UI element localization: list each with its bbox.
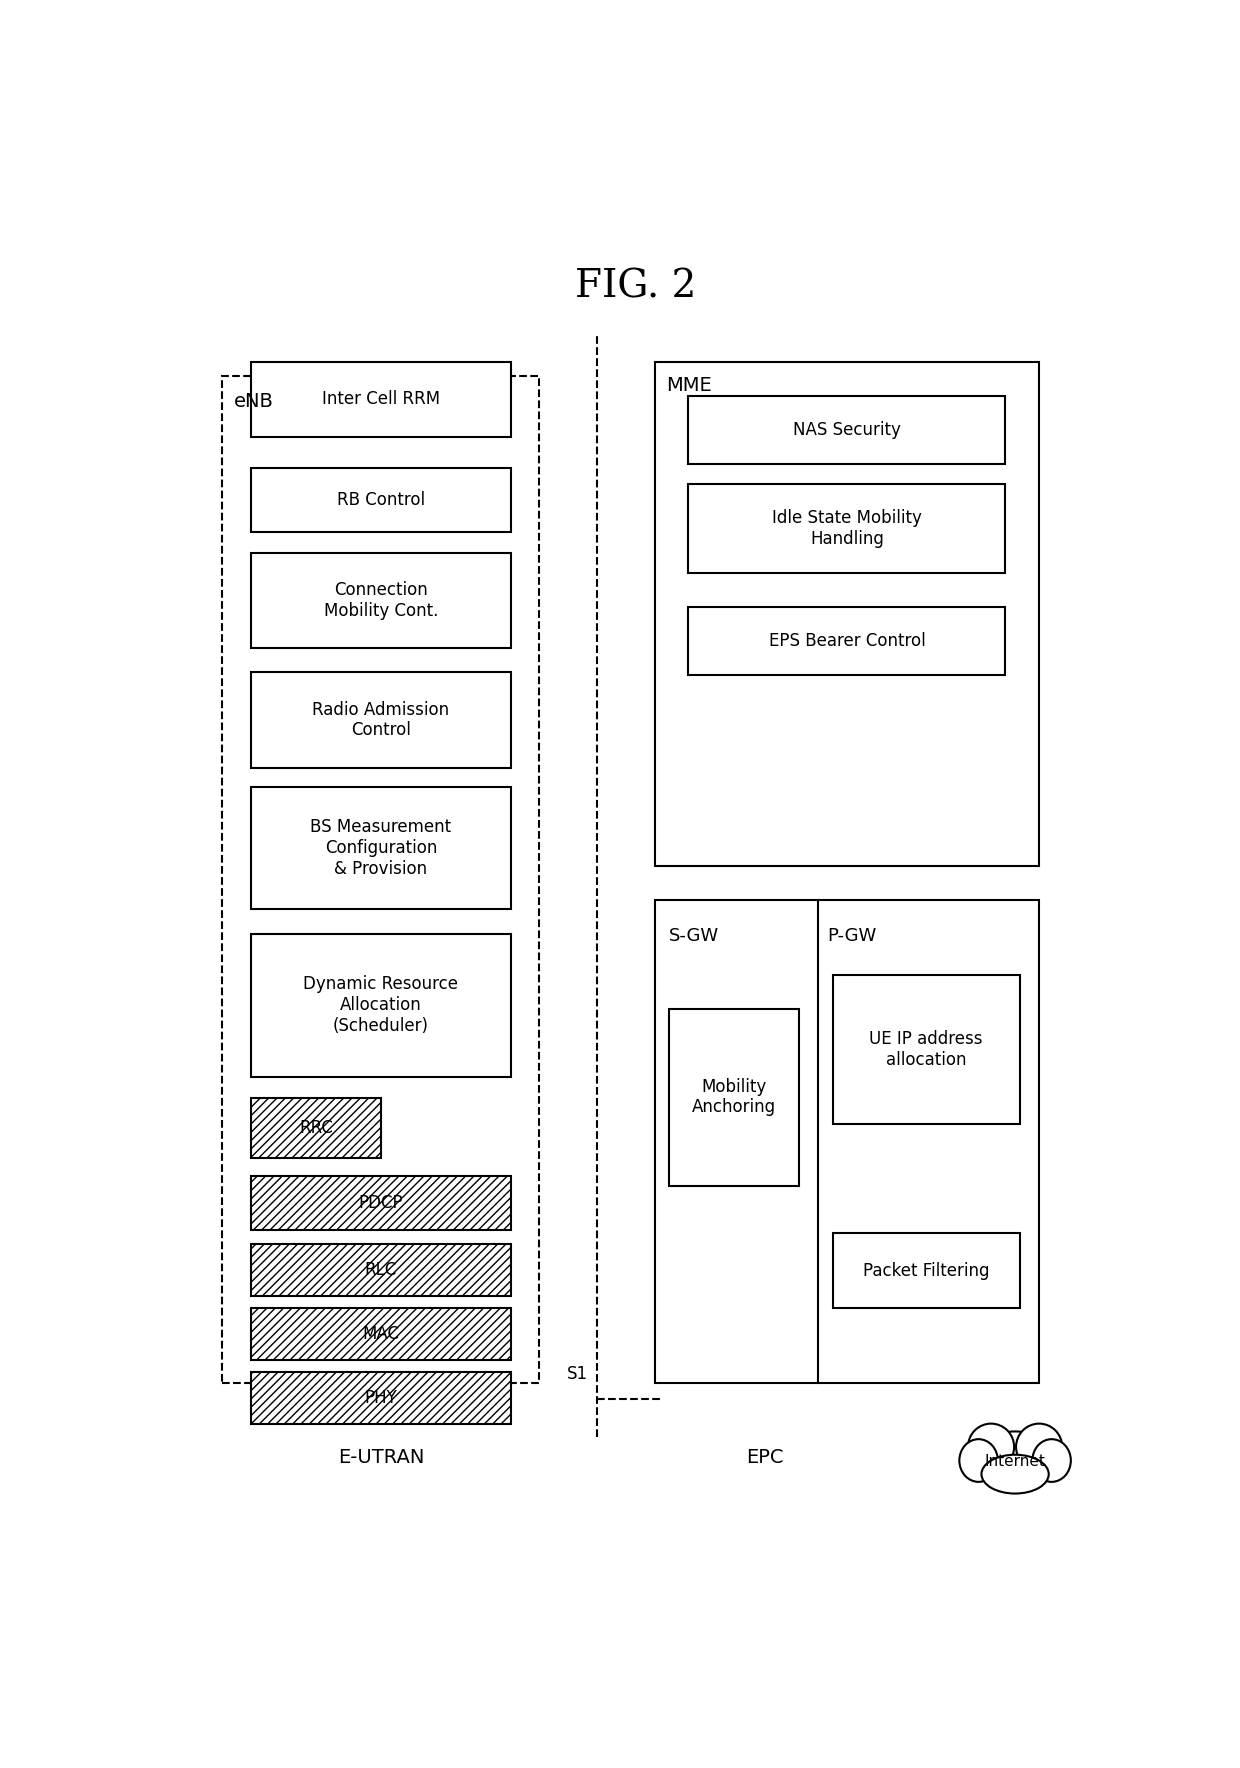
Bar (250, 1308, 511, 1360)
Text: Inter Cell RRM: Inter Cell RRM (321, 391, 440, 408)
Text: RB Control: RB Control (337, 492, 425, 509)
Bar (250, 934, 511, 1077)
Text: FIG. 2: FIG. 2 (575, 269, 696, 306)
Ellipse shape (980, 1432, 1052, 1490)
Ellipse shape (982, 1455, 1049, 1494)
Text: S-GW: S-GW (670, 926, 719, 944)
Text: Connection
Mobility Cont.: Connection Mobility Cont. (324, 580, 438, 619)
Ellipse shape (1016, 1423, 1063, 1471)
Text: E-UTRAN: E-UTRAN (337, 1448, 424, 1467)
Bar (670, 1008, 799, 1186)
Bar (250, 552, 511, 647)
Ellipse shape (1033, 1439, 1071, 1482)
Bar (250, 1372, 511, 1423)
Text: Packet Filtering: Packet Filtering (863, 1262, 990, 1280)
Text: RRC: RRC (299, 1119, 332, 1137)
Text: MME: MME (666, 375, 712, 394)
Bar (688, 606, 1006, 675)
Text: eNB: eNB (234, 392, 274, 410)
Text: PHY: PHY (365, 1390, 397, 1407)
Ellipse shape (960, 1439, 998, 1482)
Text: EPC: EPC (746, 1448, 784, 1467)
Text: Dynamic Resource
Allocation
(Scheduler): Dynamic Resource Allocation (Scheduler) (304, 976, 459, 1034)
Bar (250, 1245, 511, 1296)
Bar (222, 375, 539, 1383)
Bar (250, 362, 511, 437)
Bar (832, 1234, 1019, 1308)
Ellipse shape (968, 1423, 1014, 1471)
Text: PDCP: PDCP (358, 1193, 403, 1213)
Text: P-GW: P-GW (828, 926, 877, 944)
Text: Idle State Mobility
Handling: Idle State Mobility Handling (773, 509, 921, 548)
Text: EPS Bearer Control: EPS Bearer Control (769, 631, 925, 651)
Text: BS Measurement
Configuration
& Provision: BS Measurement Configuration & Provision (310, 819, 451, 877)
Text: Radio Admission
Control: Radio Admission Control (312, 700, 449, 739)
Text: RLC: RLC (365, 1261, 397, 1278)
Bar (250, 1176, 511, 1231)
Bar (832, 974, 1019, 1124)
Bar (250, 1098, 381, 1158)
Bar (688, 484, 1006, 573)
Bar (655, 900, 1039, 1383)
Bar (688, 396, 1006, 463)
Text: Mobility
Anchoring: Mobility Anchoring (692, 1078, 776, 1116)
Text: MAC: MAC (362, 1324, 399, 1344)
Bar (655, 362, 1039, 866)
Text: NAS Security: NAS Security (794, 421, 900, 438)
Bar (250, 469, 511, 532)
Bar (250, 787, 511, 909)
Text: S1: S1 (567, 1365, 589, 1383)
Bar (250, 672, 511, 767)
Text: Internet: Internet (985, 1455, 1045, 1469)
Text: UE IP address
allocation: UE IP address allocation (869, 1031, 983, 1070)
